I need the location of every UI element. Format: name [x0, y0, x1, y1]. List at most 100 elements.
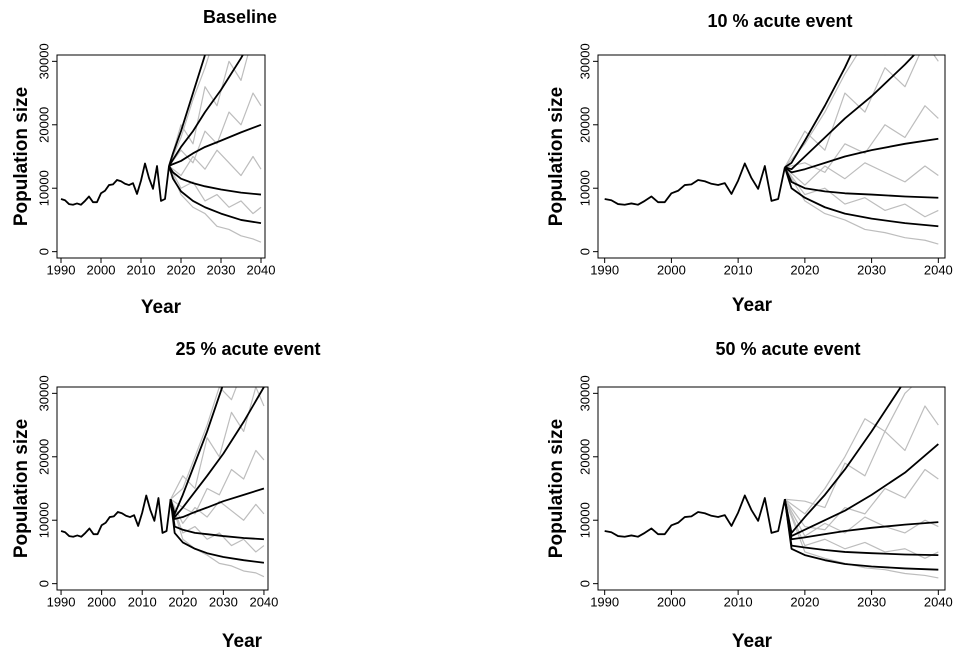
projection-line	[784, 137, 939, 174]
x-tick-label: 2020	[790, 262, 819, 277]
plot-frame	[56, 386, 269, 591]
chart-title: 25 % acute event	[175, 339, 320, 359]
x-tick-label: 2020	[168, 594, 197, 609]
projection-line	[168, 165, 262, 196]
simulation-line	[170, 449, 265, 515]
simulation-line	[170, 499, 265, 578]
y-tick-label: 20000	[36, 107, 51, 143]
projection-line	[168, 55, 244, 167]
x-tick-label: 2040	[924, 594, 953, 609]
y-tick-label: 30000	[577, 375, 592, 411]
simulation-line	[170, 499, 265, 524]
x-tick-label: 2010	[128, 594, 157, 609]
projection-line	[604, 494, 786, 538]
projection-line	[169, 387, 224, 515]
projection-line	[60, 494, 172, 538]
y-axis-label: Population size	[11, 87, 32, 226]
x-tick-label: 2000	[657, 262, 686, 277]
simulation-line	[784, 499, 939, 579]
projection-line	[783, 499, 939, 541]
simulation-line	[168, 149, 262, 177]
simulation-line	[784, 166, 939, 245]
projection-line	[784, 55, 852, 169]
plot-area	[604, 387, 939, 579]
x-tick-label: 2030	[857, 594, 886, 609]
y-tick-label: 20000	[577, 107, 592, 143]
x-tick-label: 1990	[47, 594, 76, 609]
projection-line	[783, 387, 902, 534]
projection-line	[169, 499, 265, 564]
y-tick-label: 10000	[36, 170, 51, 206]
projection-line	[783, 167, 939, 228]
x-axis-label: Year	[732, 631, 773, 652]
x-tick-label: 2000	[87, 262, 116, 277]
y-tick-label: 0	[36, 248, 51, 255]
panel: Baseline Year Population size 1990 2000 2010 2…	[11, 7, 277, 318]
x-tick-label: 2020	[790, 594, 819, 609]
plot-frame	[597, 386, 946, 591]
y-tick-label: 10000	[577, 502, 592, 538]
simulation-line	[170, 387, 265, 500]
simulation-line	[784, 105, 939, 173]
y-tick-label: 30000	[577, 43, 592, 79]
simulation-line	[168, 92, 262, 167]
panel: 25 % acute event Year Population size 1990 2…	[11, 339, 321, 652]
chart-title: 10 % acute event	[707, 11, 852, 31]
simulation-line	[784, 55, 939, 168]
x-tick-label: 1990	[590, 594, 619, 609]
y-axis-label: Population size	[11, 419, 32, 558]
y-axis-label: Population size	[546, 419, 567, 558]
x-tick-label: 2000	[657, 594, 686, 609]
x-tick-label: 2040	[924, 262, 953, 277]
x-tick-label: 2030	[207, 262, 236, 277]
panel: 50 % acute event Year Population size 1990 2…	[546, 339, 953, 652]
y-tick-label: 0	[36, 580, 51, 587]
projection-line	[169, 487, 265, 520]
simulation-line	[784, 162, 939, 186]
projection-line	[168, 123, 262, 167]
plot-area	[60, 387, 265, 578]
panel: 10 % acute event Year Population size 1990 2…	[546, 11, 953, 316]
x-tick-label: 2010	[127, 262, 156, 277]
projection-line	[604, 162, 786, 206]
x-tick-label: 2040	[249, 594, 278, 609]
x-tick-label: 2010	[724, 262, 753, 277]
y-tick-label: 10000	[577, 170, 592, 206]
y-tick-label: 10000	[36, 502, 51, 538]
chart-title: 50 % acute event	[715, 339, 860, 359]
projection-line	[169, 387, 265, 518]
chart-title: Baseline	[203, 7, 277, 27]
y-axis-label: Population size	[546, 87, 567, 226]
simulation-line	[784, 55, 886, 168]
simulation-line	[784, 498, 939, 537]
x-axis-label: Year	[222, 631, 263, 652]
y-tick-label: 0	[577, 580, 592, 587]
plot-frame	[56, 54, 266, 259]
projection-line	[784, 55, 916, 171]
plot-area	[60, 55, 262, 243]
x-tick-label: 2000	[87, 594, 116, 609]
simulation-line	[168, 165, 262, 243]
x-axis-label: Year	[732, 295, 773, 316]
simulation-line	[784, 468, 939, 531]
y-tick-label: 20000	[36, 439, 51, 475]
simulation-line	[784, 166, 939, 218]
plot-frame	[597, 54, 946, 259]
y-tick-label: 20000	[577, 439, 592, 475]
projection-line	[168, 165, 262, 224]
projection-line	[783, 499, 939, 571]
simulation-line	[168, 55, 210, 167]
y-tick-label: 30000	[36, 375, 51, 411]
simulation-line	[784, 405, 939, 509]
projection-line	[783, 499, 939, 557]
projection-line	[783, 443, 939, 537]
x-tick-label: 1990	[47, 262, 76, 277]
x-tick-label: 2010	[724, 594, 753, 609]
projection-line	[168, 55, 206, 167]
y-tick-label: 0	[577, 248, 592, 255]
simulation-line	[170, 387, 237, 500]
simulation-line	[784, 387, 913, 515]
x-tick-label: 2040	[247, 262, 276, 277]
plot-area	[604, 55, 939, 245]
